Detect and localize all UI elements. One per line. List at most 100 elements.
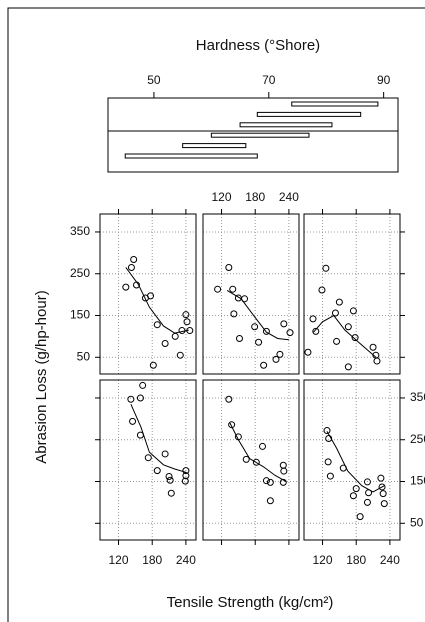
interval-bar	[291, 101, 379, 107]
y-tick-label: 50	[77, 349, 91, 363]
data-point	[286, 329, 294, 337]
x-tick-label: 120	[109, 553, 129, 567]
data-point	[333, 337, 341, 345]
data-point	[252, 458, 260, 466]
data-point	[136, 431, 144, 439]
x-tick-label: 240	[380, 553, 400, 567]
data-point	[166, 476, 174, 484]
data-point	[234, 433, 242, 441]
data-point	[161, 340, 169, 348]
data-point	[349, 492, 357, 500]
data-point	[183, 318, 191, 326]
data-point	[130, 256, 138, 264]
data-point	[379, 490, 387, 498]
data-point	[178, 327, 186, 335]
data-point	[272, 355, 280, 363]
interval-bar	[182, 143, 247, 149]
interval-bar	[256, 111, 362, 117]
data-point	[266, 497, 274, 505]
data-point	[344, 363, 352, 371]
data-point	[304, 348, 312, 356]
smooth-curve	[326, 431, 385, 493]
data-point	[214, 285, 222, 293]
data-point	[369, 343, 377, 351]
data-point	[276, 350, 284, 358]
x-tick-label: 180	[142, 553, 162, 567]
y-tick-label: 250	[70, 266, 90, 280]
y-tick-label: 150	[410, 474, 425, 488]
data-point	[139, 381, 147, 389]
panel	[202, 213, 300, 375]
data-point	[228, 421, 236, 429]
data-point	[363, 498, 371, 506]
panel	[202, 379, 300, 541]
data-point	[331, 309, 339, 317]
x-tick-label: 120	[313, 553, 333, 567]
data-point	[352, 485, 360, 493]
data-point	[260, 361, 268, 369]
data-point	[230, 310, 238, 318]
data-point	[312, 327, 320, 335]
y-tick-label: 250	[410, 432, 425, 446]
data-point	[344, 323, 352, 331]
panel	[99, 213, 197, 375]
data-point	[136, 394, 144, 402]
data-point	[324, 458, 332, 466]
interval-bar	[124, 153, 258, 159]
x-tick-label: 180	[245, 190, 265, 204]
y-axis-label: Abrasion Loss (g/hp-hour)	[33, 290, 50, 463]
data-point	[365, 489, 373, 497]
data-point	[165, 473, 173, 481]
data-point	[373, 357, 381, 365]
data-point	[322, 264, 330, 272]
data-point	[161, 450, 169, 458]
data-point	[351, 334, 359, 342]
data-point	[182, 467, 190, 475]
data-point	[176, 351, 184, 359]
given-box	[107, 97, 399, 173]
data-point	[356, 513, 364, 521]
data-point	[318, 286, 326, 294]
data-point	[309, 315, 317, 323]
data-point	[335, 298, 343, 306]
data-point	[241, 295, 249, 303]
y-tick-label: 350	[410, 390, 425, 404]
panel	[303, 379, 401, 541]
interval-bar	[239, 122, 333, 128]
data-point	[325, 434, 333, 442]
smooth-curve	[229, 422, 287, 482]
data-point	[380, 500, 388, 508]
data-point	[182, 311, 190, 319]
data-point	[378, 483, 386, 491]
data-point	[262, 477, 270, 485]
data-point	[129, 417, 137, 425]
data-point	[225, 395, 233, 403]
smooth-curve	[130, 404, 187, 473]
data-point	[147, 292, 155, 300]
data-point	[279, 461, 287, 469]
data-point	[363, 478, 371, 486]
data-point	[280, 467, 288, 475]
data-point	[262, 327, 270, 335]
data-point	[266, 478, 274, 486]
y-tick-label: 50	[410, 515, 424, 529]
panel	[99, 379, 197, 541]
data-point	[153, 321, 161, 329]
data-point	[171, 332, 179, 340]
data-point	[242, 455, 250, 463]
data-point	[153, 467, 161, 475]
given-tick-label: 90	[377, 73, 391, 87]
data-point	[377, 474, 385, 482]
data-point	[259, 442, 267, 450]
smooth-curve	[226, 290, 289, 341]
data-point	[127, 263, 135, 271]
y-tick-label: 350	[70, 224, 90, 238]
data-point	[255, 338, 263, 346]
smooth-curve	[313, 314, 377, 358]
x-tick-label: 240	[176, 553, 196, 567]
data-point	[349, 307, 357, 315]
smooth-curve	[125, 267, 189, 334]
x-tick-label: 240	[279, 190, 299, 204]
y-tick-label: 150	[70, 308, 90, 322]
